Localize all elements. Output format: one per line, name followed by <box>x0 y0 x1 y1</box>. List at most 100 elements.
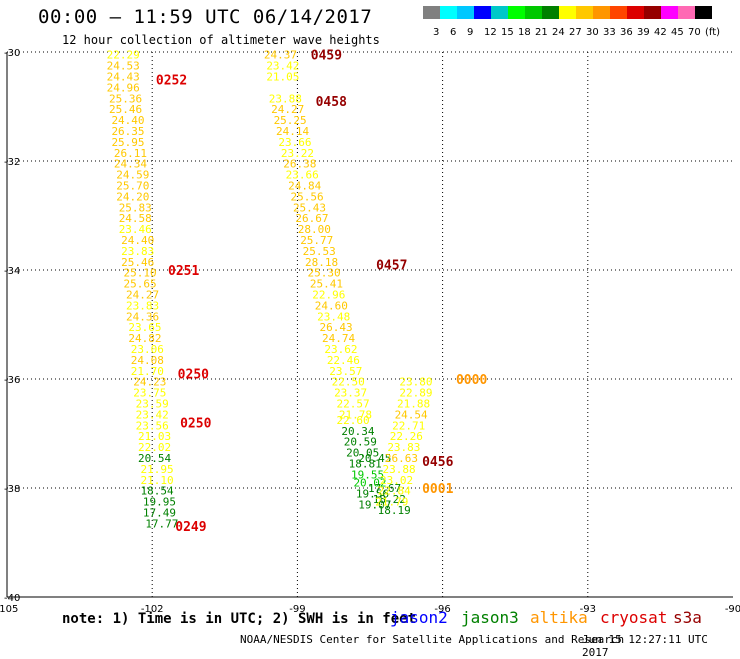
wave-height-point: 25.36 <box>109 92 142 105</box>
colorbar-swatch <box>644 6 661 19</box>
wave-height-point: 24.20 <box>116 190 149 203</box>
wave-height-point: 23.06 <box>131 343 164 356</box>
wave-height-point: 23.66 <box>278 136 311 149</box>
wave-height-point: 23.62 <box>324 343 357 356</box>
wave-height-point: 26.63 <box>385 452 418 465</box>
y-tick-label: -30 <box>4 48 20 59</box>
wave-height-point: 24.40 <box>111 114 144 127</box>
wave-height-point: 23.46 <box>119 223 152 236</box>
wave-height-point: 22.96 <box>312 289 345 302</box>
colorbar-swatch <box>576 6 593 19</box>
wave-height-point: 23.42 <box>266 60 299 73</box>
wave-height-point: 23.75 <box>133 387 166 400</box>
wave-height-point: 22.84 <box>378 485 411 498</box>
wave-height-point: 23.83 <box>126 299 159 312</box>
satellite-s3a-label: s3a <box>673 608 702 627</box>
track-time-label: 0249 <box>175 520 206 535</box>
wave-height-point: 25.46 <box>109 103 142 116</box>
chart-subtitle: 12 hour collection of altimeter wave hei… <box>62 33 380 47</box>
wave-height-point: 24.37 <box>264 49 297 62</box>
track-time-label: 0250 <box>178 368 209 383</box>
track-time-label: 0458 <box>316 95 347 110</box>
wave-height-point: 25.30 <box>307 267 340 280</box>
colorbar-swatch <box>491 6 508 19</box>
wave-height-point: 24.96 <box>107 81 140 94</box>
satellite-altika-label: altika <box>530 608 588 627</box>
chart-title: 00:00 – 11:59 UTC 06/14/2017 <box>38 6 373 28</box>
wave-height-point: 26.35 <box>111 125 144 138</box>
wave-height-point: 23.22 <box>281 147 314 160</box>
colorbar-label: 9 <box>467 27 474 38</box>
wave-height-point: 22.89 <box>399 387 432 400</box>
colorbar-label: 70 <box>688 27 701 38</box>
wave-height-point: 25.83 <box>119 201 152 214</box>
colorbar-swatch <box>423 6 440 19</box>
wave-height-point: 24.43 <box>107 71 140 84</box>
colorbar-label: 15 <box>501 27 514 38</box>
wave-height-point: 23.56 <box>136 419 169 432</box>
wave-height-point: 24.59 <box>116 169 149 182</box>
x-tick-label: -105 <box>0 604 18 615</box>
satellite-jason2-label: jason2 <box>390 608 448 627</box>
colorbar-label: (ft) <box>705 27 721 38</box>
wave-height-point: 25.46 <box>121 256 154 269</box>
wave-height-point: 23.48 <box>317 310 350 323</box>
track-time-label: 0001 <box>422 482 453 497</box>
wave-height-point: 24.82 <box>128 332 161 345</box>
wave-height-point: 25.56 <box>291 190 324 203</box>
wave-height-point: 23.57 <box>329 365 362 378</box>
colorbar-swatch <box>525 6 542 19</box>
wave-height-point: 25.70 <box>116 180 149 193</box>
wave-height-point: 22.29 <box>107 49 140 62</box>
wave-height-point: 17.77 <box>145 517 178 530</box>
wave-height-point: 26.67 <box>295 212 328 225</box>
wave-height-point: 22.02 <box>138 441 171 454</box>
wave-height-point: 26.11 <box>114 147 147 160</box>
wave-height-point: 24.08 <box>131 354 164 367</box>
colorbar-swatch <box>661 6 678 19</box>
colorbar-label: 3 <box>433 27 440 38</box>
track-time-label: 0251 <box>168 264 199 279</box>
footer-note: note: 1) Time is in UTC; 2) SWH is in fe… <box>62 611 417 627</box>
wave-height-point: 22.50 <box>332 376 365 389</box>
wave-height-point: 21.70 <box>131 365 164 378</box>
colorbar-label: 33 <box>603 27 616 38</box>
x-tick-label: -99 <box>289 604 305 615</box>
colorbar-swatch <box>457 6 474 19</box>
wave-height-point: 24.27 <box>271 103 304 116</box>
track-time-label: 0456 <box>422 455 453 470</box>
wave-height-point: 23.59 <box>136 398 169 411</box>
track-time-label: 0252 <box>156 73 187 88</box>
wave-height-point: 26.38 <box>283 158 316 171</box>
colorbar-label: 45 <box>671 27 684 38</box>
y-tick-label: -36 <box>4 375 20 386</box>
wave-height-point: 19.55 <box>351 468 384 481</box>
wave-height-point: 23.88 <box>269 92 302 105</box>
x-tick-label: -96 <box>434 604 450 615</box>
y-tick-label: -40 <box>4 593 20 604</box>
colorbar-swatch <box>440 6 457 19</box>
colorbar-swatch <box>593 6 610 19</box>
wave-height-point: 22.71 <box>392 419 425 432</box>
track-time-label: 0457 <box>376 259 407 274</box>
generated-timestamp: Jun 15 12:27:11 UTC 2017 <box>582 633 708 659</box>
wave-height-point: 24.36 <box>126 310 159 323</box>
wave-height-point: 23.83 <box>121 245 154 258</box>
wave-height-point: 24.34 <box>114 158 147 171</box>
track-time-label: 0250 <box>180 417 211 432</box>
wave-height-point: 21.79 <box>375 496 408 509</box>
y-tick-label: -38 <box>4 484 20 495</box>
credit-line: NOAA/NESDIS Center for Satellite Applica… <box>240 633 625 646</box>
wave-height-point: 20.45 <box>358 452 391 465</box>
x-tick-label: -102 <box>141 604 164 615</box>
wave-height-point: 24.14 <box>276 125 309 138</box>
satellite-jason3-label: jason3 <box>461 608 519 627</box>
wave-height-point: 22.46 <box>327 354 360 367</box>
wave-height-point: 24.23 <box>133 376 166 389</box>
wave-height-point: 19.95 <box>143 496 176 509</box>
wave-height-point: 26.43 <box>320 321 353 334</box>
colorbar-swatch <box>559 6 576 19</box>
satellite-cryosat-label: cryosat <box>600 608 668 627</box>
wave-height-point: 19.07 <box>358 498 391 511</box>
wave-height-point: 23.42 <box>136 408 169 421</box>
